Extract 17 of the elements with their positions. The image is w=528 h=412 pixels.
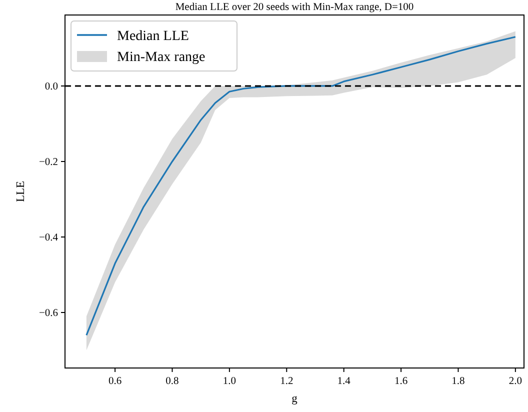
x-tick-label: 1.8 xyxy=(452,376,465,387)
y-tick-label: 0.0 xyxy=(44,81,58,92)
y-axis-title: LLE xyxy=(15,180,27,202)
y-tick-label: −0.2 xyxy=(38,156,58,168)
x-tick-label: 1.0 xyxy=(222,376,236,387)
x-tick-label: 2.0 xyxy=(508,376,522,387)
annotation: Min-Max range xyxy=(117,50,206,65)
y-tick-label: −0.4 xyxy=(38,232,59,244)
x-tick-label: 1.2 xyxy=(280,376,294,387)
x-tick-label: 1.4 xyxy=(337,376,352,387)
legend-label: Median LLE xyxy=(117,29,189,44)
y-tick-label: −0.6 xyxy=(38,308,58,319)
x-axis-title: g xyxy=(292,393,298,405)
x-tick-label: 1.6 xyxy=(394,376,408,387)
x-tick-label: 0.8 xyxy=(166,376,179,387)
chart-title: Median LLE over 20 seeds with Min-Max range, D=100 xyxy=(175,2,414,13)
x-tick-label: 0.6 xyxy=(108,376,122,387)
